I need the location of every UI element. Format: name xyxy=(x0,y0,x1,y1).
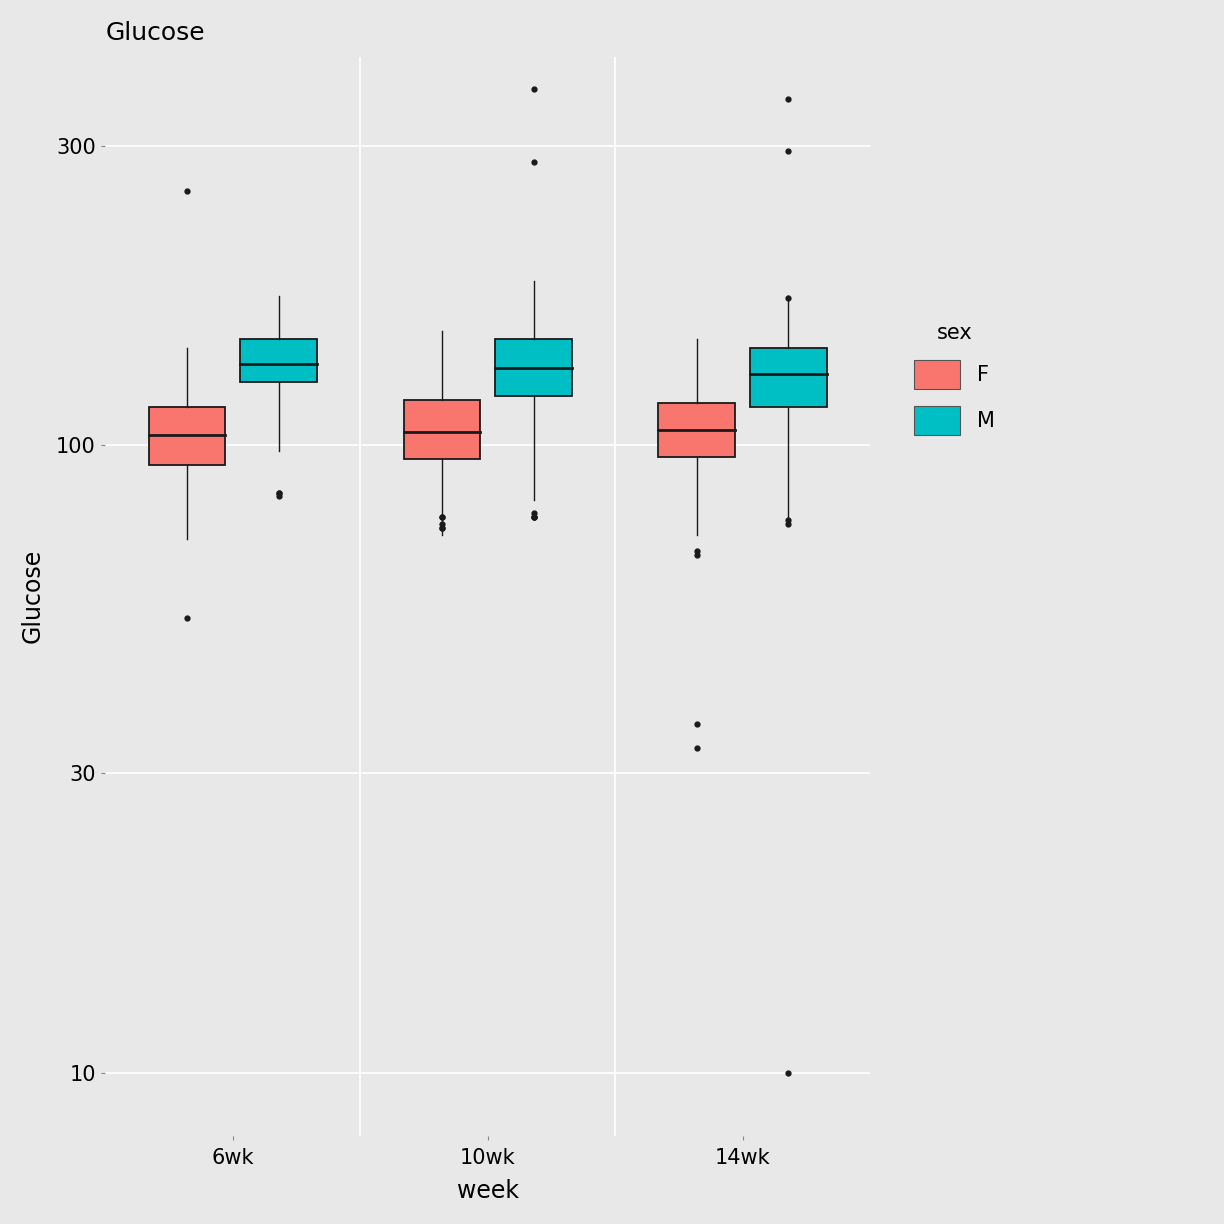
Bar xyxy=(404,400,480,459)
Bar xyxy=(496,339,572,395)
Legend: F, M: F, M xyxy=(896,305,1013,454)
Bar xyxy=(149,408,225,465)
Bar xyxy=(659,403,734,457)
X-axis label: week: week xyxy=(457,1179,519,1203)
Bar xyxy=(750,348,826,408)
Text: Glucose: Glucose xyxy=(105,21,206,45)
Y-axis label: Glucose: Glucose xyxy=(21,548,45,643)
Bar xyxy=(240,339,317,382)
